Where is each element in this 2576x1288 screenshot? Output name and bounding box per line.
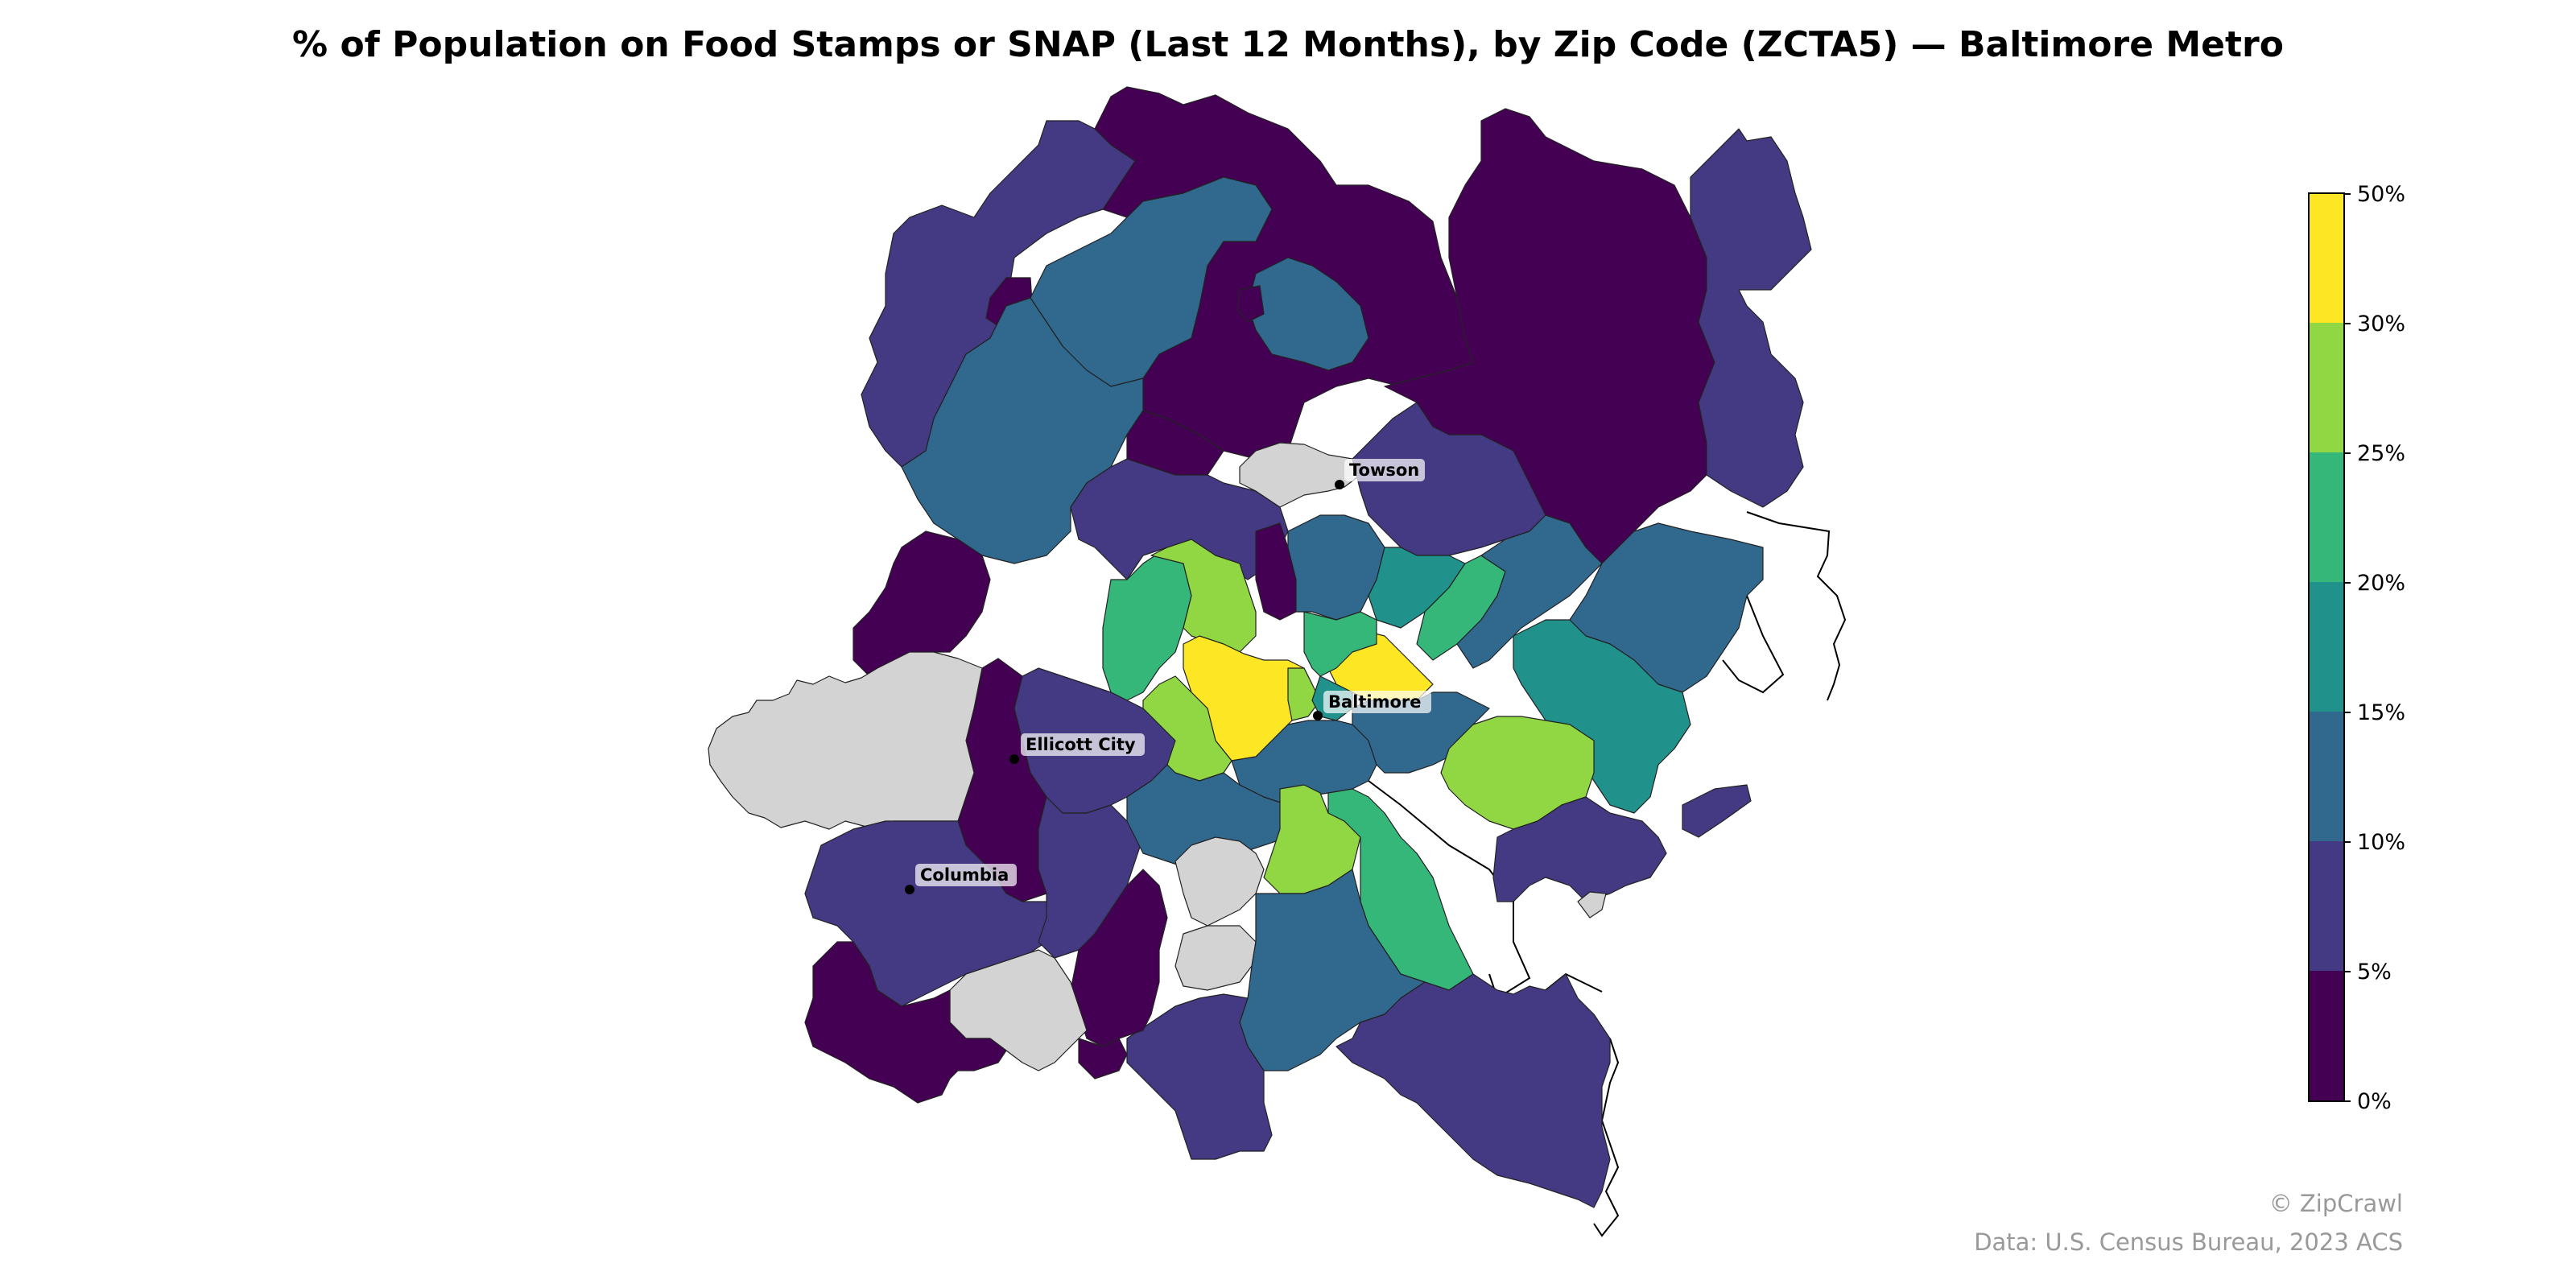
colorbar-bin [2309,971,2344,1101]
zip-region [1513,619,1691,814]
city-baltimore: Baltimore [1313,691,1431,720]
city-dot [1313,711,1323,720]
city-label: Ellicott City [1026,735,1136,754]
colorbar-bin [2309,582,2344,712]
colorbar-bin [2309,712,2344,842]
zip-region [804,941,1007,1104]
zip-region [1126,993,1273,1160]
zip-region [1577,891,1607,919]
footer-credit: © ZipCrawl [2268,1190,2403,1217]
zip-region [1102,547,1192,701]
zip-region [1247,257,1369,371]
city-towson: Towson [1335,459,1425,489]
colorbar-tick-label: 0% [2357,1089,2392,1114]
zip-region [1287,667,1321,721]
city-label-bg [1021,733,1145,756]
zip-region [708,651,983,830]
city-ellicott-city: Ellicott City [1009,733,1145,764]
colorbar-bin [2309,452,2344,583]
zip-region [1303,611,1377,677]
colorbar-tick-label: 25% [2357,441,2405,466]
city-dot [1335,480,1344,489]
zip-region [1492,796,1667,902]
city-markers: Towson Baltimore Ellicott City Columbia [905,459,1431,894]
zip-region [1174,836,1265,927]
colorbar-bin [2309,323,2344,453]
city-label-bg [915,864,1017,886]
city-dot [1009,754,1019,764]
zip-region [1456,514,1603,669]
city-label-bg [1323,691,1431,713]
colorbar-tick-label: 5% [2357,960,2392,985]
zip-region [901,297,1144,564]
footer-source: Data: U.S. Census Bureau, 2023 ACS [1974,1228,2403,1256]
colorbar-bin [2309,193,2344,324]
colorbar-tick-label: 15% [2357,700,2405,725]
city-label: Towson [1349,460,1419,480]
zip-region [1237,285,1265,323]
zip-regions [708,86,1812,1208]
colorbar-tick-label: 30% [2357,312,2405,336]
zip-region [1030,176,1273,387]
map-title: % of Population on Food Stamps or SNAP (… [292,24,2284,65]
colorbar-tick-label: 20% [2357,571,2405,596]
colorbar-bin [2309,841,2344,972]
zip-region [1174,925,1257,991]
city-label: Columbia [920,865,1009,885]
colorbar-tick-label: 50% [2357,182,2405,207]
colorbar-frame [2308,192,2345,1102]
city-dot [905,885,914,894]
city-columbia: Columbia [905,864,1017,894]
colorbar-legend: 0% 5% 10% 15% 20% 25% 30% 50% [2308,182,2405,1114]
city-label-bg [1344,459,1425,481]
zip-region [1335,973,1611,1208]
zip-region [1078,1038,1128,1080]
city-label: Baltimore [1328,692,1422,712]
zip-region [1682,784,1752,838]
colorbar-tick-label: 10% [2357,830,2405,855]
zip-region [1287,514,1385,621]
zip-region [1690,128,1812,508]
zip-region [1150,539,1257,653]
